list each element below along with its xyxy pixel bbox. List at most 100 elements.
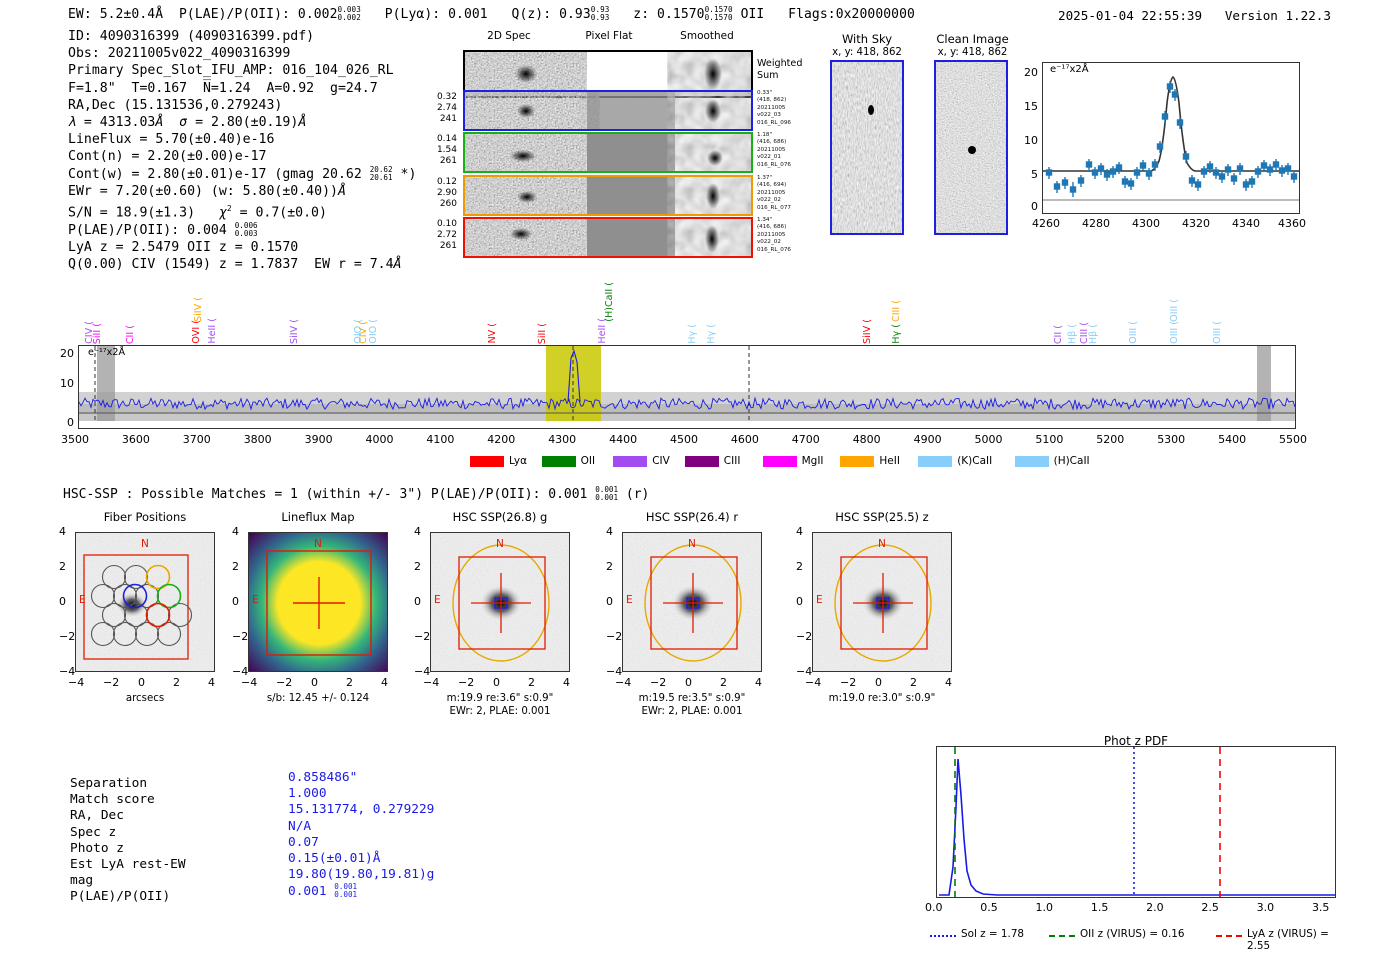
spectrum-xtick-3800: 3800 — [243, 433, 272, 446]
cutout-image-0[interactable] — [75, 532, 215, 672]
cutout-2-ytick-4: −4 — [414, 665, 431, 678]
info-sn-chi2: S/N = 18.9(±1.3) χ2 = 0.7(±0.0) — [68, 204, 327, 221]
cutout-3-xtick-0: −4 — [615, 676, 632, 689]
info-lineflux: LineFlux = 5.70(±0.40)e-16 — [68, 132, 275, 148]
spec2d-row-values-3: 0.12 2.90 260 — [436, 177, 457, 209]
match-table-value-4: 0.07 — [288, 834, 319, 850]
header-ew: EW: 5.2±0.4Å — [68, 6, 164, 22]
spectrum-legend-swatch-CIV — [613, 456, 648, 467]
spectrum-line-label-Hγ-15: Hγ ( — [706, 324, 718, 344]
spectrum-legend-swatch-OII — [541, 456, 576, 467]
cutout-2-xtick-2: 0 — [493, 676, 500, 689]
compass-north-1: N — [314, 538, 322, 550]
cutout-image-2[interactable] — [430, 532, 570, 672]
spectrum-legend-swatch-Ly — [470, 456, 504, 467]
cutout-image-3[interactable] — [622, 532, 762, 672]
spectrum-line-label-CII-2: CII ( — [125, 324, 137, 344]
cutout-title-3: HSC SSP(26.4) r — [645, 510, 739, 524]
spec-ytick-10: 10 — [60, 377, 74, 390]
header-qz-bounds: 0.93 0.93 — [590, 5, 610, 22]
match-table-value-7: 0.001 0.001 0.001 — [288, 882, 358, 900]
spectrum-xtick-4900: 4900 — [913, 433, 942, 446]
clean-image-title: Clean Image — [936, 32, 1009, 46]
spectrum-annotation: e⁻¹⁷x2Å — [88, 347, 126, 358]
cutout-sub2-2: EWr: 2, PLAE: 0.001 — [449, 706, 551, 717]
cutout-sub1-1: s/b: 12.45 +/- 0.124 — [266, 693, 370, 704]
match-table-value-2: 15.131774, 0.279229 — [288, 802, 435, 818]
spectrum-xtick-4300: 4300 — [548, 433, 577, 446]
header-flags: Flags:0x20000000 — [788, 6, 915, 22]
cutout-2-ytick-3: −2 — [414, 630, 431, 643]
match-table-key-1: Match score — [70, 792, 155, 808]
spectrum-line-label-CIII-17: CIII ( — [890, 300, 902, 322]
spec2d-row-2-meta: 1.18" (416, 686) 20211005 v022_01 016_RL_07… — [757, 132, 791, 168]
spectrum-xtick-4800: 4800 — [852, 433, 881, 446]
fit-xtick-4340: 4340 — [1232, 217, 1260, 230]
cutout-1-xtick-4: 4 — [381, 676, 388, 689]
cutout-title-1: Lineflux Map — [281, 510, 355, 524]
spec2d-row-4 — [463, 217, 753, 258]
spec2d-row-values-1: 0.32 2.74 241 — [436, 92, 457, 124]
spec2d-row-1-meta: 0.33" (418, 862) 20211005 v022_03 016_RL_09… — [757, 90, 791, 126]
fit-ytick-0: 0 — [1031, 200, 1038, 213]
header-summary-line: EW: 5.2±0.4Å P(LAE)/P(OII): 0.002 0.003 0.… — [68, 6, 915, 22]
spectrum-xtick-4500: 4500 — [670, 433, 698, 446]
weighted-sum-images — [465, 52, 751, 96]
cutout-1-ytick-2: 0 — [232, 595, 239, 608]
cutout-sub2-3: EWr: 2, PLAE: 0.001 — [641, 706, 743, 717]
spec2d-row-values-2: 0.14 1.54 261 — [436, 134, 457, 166]
spectrum-legend-label-Ly: Lyα — [509, 455, 528, 467]
spectrum-line-label-HeII-5: HeII ( — [206, 318, 218, 344]
cutout-2-xtick-0: −4 — [423, 676, 440, 689]
spectrum-line-label-SiII-1: SiII ( — [91, 322, 103, 344]
cutout-2-xtick-1: −2 — [458, 676, 475, 689]
spectrum-line-label-Hγ-18: Hγ ( — [890, 324, 902, 344]
cutout-2-ytick-0: 4 — [414, 525, 421, 538]
spectrum-line-label-SiII-11: SiII ( — [537, 322, 549, 344]
spectrum-line-label-Hγ-14: Hγ ( — [686, 324, 698, 344]
photz-pdf-plot — [936, 746, 1336, 898]
spectrum-legend-label-HeII: HeII — [879, 455, 900, 467]
cutout-4-xtick-1: −2 — [840, 676, 857, 689]
cutout-image-4[interactable] — [812, 532, 952, 672]
photz-xtick-0: 0.0 — [925, 901, 943, 914]
spectrum-legend-label-CIV: CIV — [652, 455, 670, 467]
info-primary-spec: Primary Spec_Slot_IFU_AMP: 016_104_026_R… — [68, 63, 394, 79]
spectrum-line-label-OIII-23: OIII ( — [1127, 321, 1139, 344]
info-fwhm-throughput: F=1.8" T=0.167 N̅=1.24 A=0.92 g=24.7 — [68, 80, 378, 96]
cutout-image-1[interactable] — [248, 532, 388, 672]
spectrum-xtick-3500: 3500 — [61, 433, 89, 446]
photz-svg — [939, 747, 1335, 897]
compass-east-4: E — [816, 594, 823, 606]
photz-xtick-1-5: 1.5 — [1090, 901, 1109, 914]
info-obs: Obs: 20211005v022_4090316399 — [68, 46, 291, 62]
photz-legend: Sol z = 1.78 OII z (VIRUS) = 0.16 LyA z (V… — [930, 928, 1350, 952]
cutout-1-ytick-1: 2 — [232, 560, 239, 573]
info-plae: P(LAE)/P(OII): 0.004 0.006 0.003 — [68, 220, 258, 238]
spec2d-row-2 — [463, 132, 753, 173]
cutout-4-xtick-0: −4 — [805, 676, 822, 689]
cutout-0-xtick-0: −4 — [68, 676, 85, 689]
fit-xtick-4360: 4360 — [1278, 217, 1306, 230]
fit-xtick-4320: 4320 — [1182, 217, 1210, 230]
photz-legend-label-Sol: Sol z = 1.78 — [961, 928, 1025, 940]
info-q-civ: Q(0.00) CIV (1549) z = 1.7837 EW r = 7.4… — [68, 257, 402, 273]
cutout-0-ytick-3: −2 — [59, 630, 76, 643]
match-table-key-5: Est LyA rest-EW — [70, 857, 186, 873]
cutout-0-ytick-0: 4 — [59, 525, 66, 538]
cutout-4-xtick-3: 2 — [910, 676, 917, 689]
spec2d-row-3 — [463, 175, 753, 216]
info-radec: RA,Dec (15.131536,0.279243) — [68, 97, 283, 113]
compass-east-0: E — [79, 594, 86, 606]
cutout-3-ytick-3: −2 — [606, 630, 623, 643]
spectrum-legend-swatch-HeII — [840, 456, 875, 467]
full-spectrum-svg — [79, 346, 1295, 421]
match-table-key-4: Photo z — [70, 840, 124, 856]
with-sky-subtitle: x, y: 418, 862 — [832, 47, 902, 58]
header-plae-label: P(LAE)/P(OII): — [178, 6, 290, 22]
spectrum-xtick-3600: 3600 — [121, 433, 150, 446]
fit-ytick-5: 5 — [1031, 168, 1038, 181]
spectrum-line-label-CII-19: CII ( — [1053, 324, 1065, 344]
match-table-key-2: RA, Dec — [70, 808, 124, 824]
spectrum-xtick-4400: 4400 — [609, 433, 638, 446]
